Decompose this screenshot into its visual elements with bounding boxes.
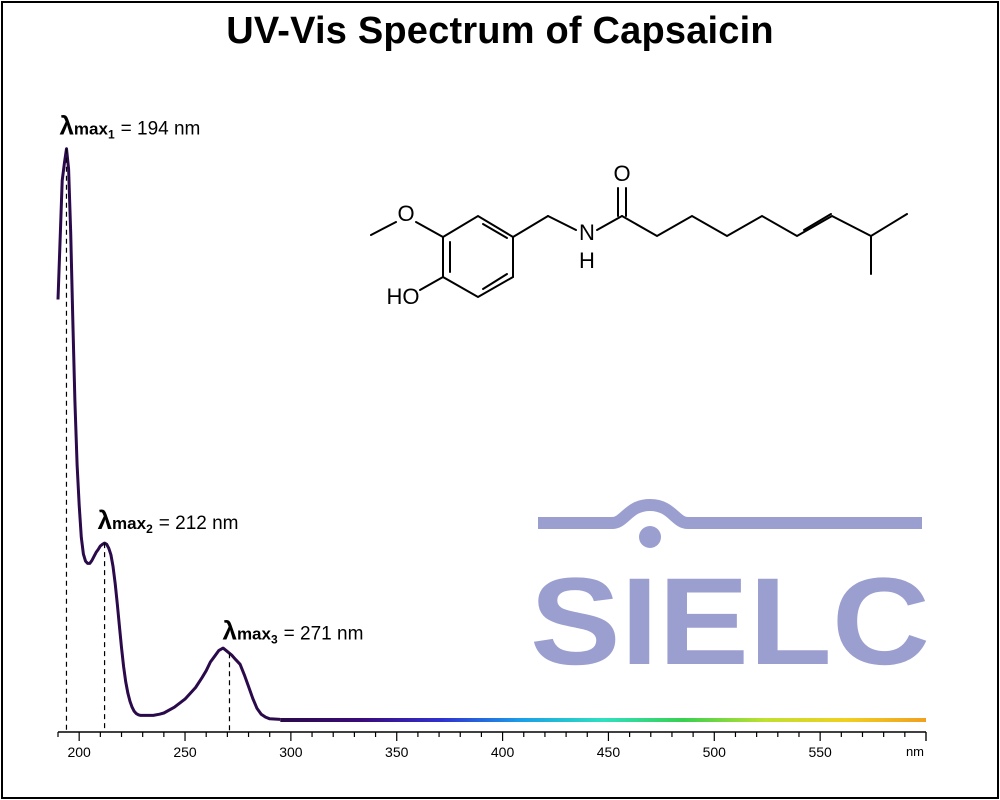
- atom-label-carbonyl-o: O: [613, 161, 630, 186]
- label-max-subscript: max: [112, 514, 147, 533]
- capsaicin-structure: [370, 187, 908, 299]
- lambda-symbol: λ: [222, 615, 237, 645]
- logo-dot: [639, 526, 661, 548]
- x-tick-label: 500: [703, 744, 727, 760]
- label-index-subscript: 3: [271, 632, 278, 646]
- peak-label-3: λmax3 = 271 nm: [222, 615, 363, 646]
- x-tick-label: 450: [597, 744, 621, 760]
- peak-value-text: = 194 nm: [121, 119, 201, 140]
- atom-label-methoxy-o: O: [397, 201, 414, 226]
- x-tick-label: 300: [279, 744, 303, 760]
- lambda-symbol: λ: [98, 505, 113, 535]
- x-tick-label: 350: [385, 744, 409, 760]
- atom-label-ho: HO: [387, 284, 420, 309]
- atom-label-h: H: [579, 248, 595, 273]
- bond-ring-ch2: [512, 215, 549, 238]
- x-tick-label: 550: [808, 744, 832, 760]
- ring-inner-bond-2: [482, 223, 508, 239]
- x-axis-unit-label: nm: [906, 744, 924, 759]
- label-index-subscript: 2: [146, 522, 153, 536]
- label-max-subscript: max: [74, 120, 109, 139]
- x-tick-label: 400: [491, 744, 515, 760]
- label-index-subscript: 1: [108, 128, 115, 142]
- ring-inner-bond-3: [482, 273, 508, 290]
- logo-swoosh: [538, 498, 922, 529]
- lambda-symbol: λ: [59, 111, 74, 141]
- atom-labels: O N H O HO: [387, 161, 631, 309]
- x-tick-label: 200: [67, 744, 91, 760]
- bond-n-carbonyl: [596, 215, 623, 231]
- label-max-subscript: max: [237, 624, 272, 643]
- atom-label-n: N: [579, 220, 595, 245]
- x-axis: 200 250 300 350 400 450 500 550 nm: [57, 731, 927, 760]
- bond-ring-o-methoxy: [415, 221, 444, 238]
- peak-value-text: = 271 nm: [284, 623, 364, 644]
- peak-label-2: λmax2 = 212 nm: [98, 505, 239, 536]
- x-tick-label: 250: [173, 744, 197, 760]
- chart-title: UV-Vis Spectrum of Capsaicin: [226, 10, 774, 52]
- sielc-logo: SIELC: [530, 498, 930, 691]
- peak-value-text: = 212 nm: [159, 513, 239, 534]
- peak-label-1: λmax1 = 194 nm: [59, 111, 200, 142]
- benzene-ring: [442, 214, 514, 299]
- logo-text: SIELC: [530, 553, 930, 691]
- bond-o-methyl: [370, 221, 397, 236]
- bond-ring-oh: [419, 276, 444, 291]
- alkyl-chain: [621, 213, 908, 238]
- chain-double-bond: [803, 213, 832, 231]
- bond-ch2-n: [547, 215, 577, 231]
